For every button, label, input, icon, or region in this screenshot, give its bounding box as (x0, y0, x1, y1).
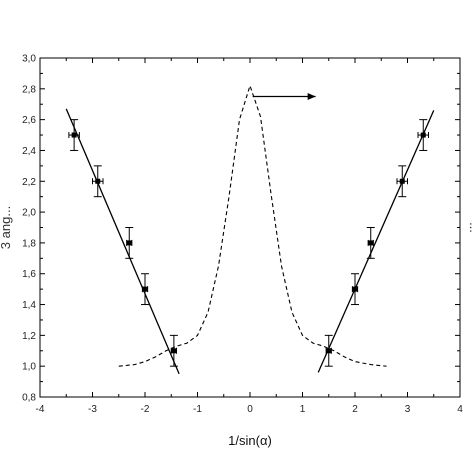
x-tick-label: -2 (141, 404, 150, 415)
y-tick-label: 2,2 (22, 177, 36, 188)
data-curves (65, 83, 435, 375)
y-tick-label: 1,6 (22, 269, 36, 280)
data-points (68, 119, 429, 367)
data-point (171, 348, 177, 354)
x-tick-label: -1 (193, 404, 202, 415)
data-point (420, 132, 426, 138)
data-point-group (125, 227, 134, 259)
data-point (95, 178, 101, 184)
data-point (352, 286, 358, 292)
x-tick-label: 2 (352, 404, 358, 415)
dashed-curve (118, 83, 387, 367)
data-point-group (92, 165, 104, 198)
data-point (126, 240, 132, 246)
data-point (326, 348, 332, 354)
data-point-group (366, 227, 375, 259)
x-tick-label: 0 (247, 404, 253, 415)
data-point (399, 178, 405, 184)
x-tick-label: 3 (405, 404, 411, 415)
data-point-group (169, 334, 178, 367)
y-tick-label: 2,0 (22, 208, 36, 219)
data-point (71, 132, 77, 138)
x-tick-label: 4 (457, 404, 463, 415)
y-axis-label-partial-left: 3 ang... (0, 206, 13, 249)
data-point-group (417, 119, 429, 151)
axis-tick-labels: -4 -3 -2 -1 0 1 2 3 4 0,8 1,0 1,2 1,4 1,6 1,8 2,0 2,2 2,4… (22, 54, 463, 416)
data-point-group (324, 334, 333, 367)
data-point (142, 286, 148, 292)
fit-line-right (317, 110, 435, 373)
arrow-head (307, 93, 316, 101)
y-tick-label: 1,8 (22, 238, 36, 249)
plot-area-frame (39, 57, 461, 398)
plot-frame (39, 57, 461, 398)
x-tick-label: -4 (36, 404, 45, 415)
y-tick-label: 2,8 (22, 84, 36, 95)
x-tick-label: -3 (88, 404, 97, 415)
fit-line-left (65, 108, 180, 375)
y-tick-label: 1,2 (22, 331, 36, 342)
y-tick-label: 0,8 (22, 393, 36, 404)
data-point-group (141, 273, 149, 306)
annotations (252, 93, 316, 101)
y-tick-label: 1,4 (22, 300, 36, 311)
x-tick-label: 1 (300, 404, 306, 415)
axis-ticks (39, 57, 461, 398)
data-point-group (396, 165, 408, 198)
data-point-group (68, 119, 80, 151)
data-point-group (351, 273, 359, 306)
y-tick-label: 3,0 (22, 54, 36, 65)
y-tick-label: 2,6 (22, 115, 36, 126)
x-axis-label: 1/sin(α) (228, 433, 272, 448)
y-axis-label-partial-right: ... (467, 222, 474, 233)
data-point (368, 240, 374, 246)
y-tick-label: 2,4 (22, 146, 36, 157)
y-tick-label: 1,0 (22, 362, 36, 373)
